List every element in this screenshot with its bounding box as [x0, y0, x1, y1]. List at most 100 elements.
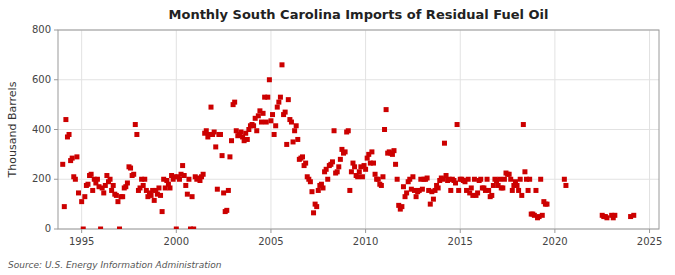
point [544, 202, 549, 207]
point [410, 174, 415, 179]
point [425, 176, 430, 181]
point [355, 174, 360, 179]
point [177, 177, 182, 182]
point [563, 183, 568, 188]
tick-x [176, 229, 177, 233]
point [111, 183, 116, 188]
point [128, 166, 133, 171]
point [232, 100, 237, 105]
point [186, 177, 191, 182]
point [70, 156, 75, 161]
point [336, 164, 341, 169]
point [76, 190, 81, 195]
point [284, 142, 289, 147]
point [134, 132, 139, 137]
point [131, 172, 136, 177]
point [215, 187, 220, 192]
point [347, 188, 352, 193]
tick-label-y: 800 [32, 24, 51, 35]
point [201, 172, 206, 177]
point [485, 177, 490, 182]
axis-label-y: Thousand Barrels [6, 81, 19, 178]
point [303, 161, 308, 166]
point [519, 193, 524, 198]
point [276, 100, 281, 105]
point [391, 148, 396, 153]
point [308, 179, 313, 184]
tick-label-y: 200 [32, 173, 51, 184]
point [472, 177, 477, 182]
point [213, 144, 218, 149]
point [538, 177, 543, 182]
point [108, 177, 113, 182]
tick-label-x: 2015 [448, 236, 473, 247]
point [401, 184, 406, 189]
point [149, 193, 154, 198]
grid-line-y [58, 79, 659, 80]
point [510, 188, 515, 193]
point [272, 132, 277, 137]
point [475, 190, 480, 195]
point [292, 128, 297, 133]
point [335, 169, 340, 174]
tick-label-y: 400 [32, 124, 51, 135]
point [500, 185, 505, 190]
point [352, 164, 357, 169]
point [371, 161, 376, 166]
point [224, 208, 229, 213]
point [227, 154, 232, 159]
point [251, 123, 256, 128]
point [220, 153, 225, 158]
point [489, 193, 494, 198]
point [141, 183, 146, 188]
point [63, 117, 68, 122]
point [264, 120, 269, 125]
point [404, 190, 409, 195]
tick-label-x: 2000 [164, 236, 189, 247]
point [311, 210, 316, 215]
point [278, 95, 283, 100]
grid-line-x [649, 30, 650, 229]
axes: 0200400600800199520002005201020152020202… [32, 24, 662, 247]
point [507, 172, 512, 177]
point [160, 209, 165, 214]
tick-label-x: 2020 [542, 236, 567, 247]
point [522, 169, 527, 174]
grid-line-x [365, 30, 366, 229]
tick-y [54, 79, 58, 80]
point [294, 123, 299, 128]
point [283, 110, 288, 115]
tick-label-y: 0 [45, 223, 51, 234]
point [300, 154, 305, 159]
point [115, 199, 120, 204]
point [631, 213, 636, 218]
point [98, 227, 103, 230]
point [256, 113, 261, 118]
point [133, 122, 138, 127]
point [174, 227, 179, 230]
point [376, 177, 381, 182]
point [125, 180, 130, 185]
point [67, 132, 72, 137]
point [185, 192, 190, 197]
point [369, 149, 374, 154]
point [330, 159, 335, 164]
point [533, 188, 538, 193]
point [508, 177, 513, 182]
point [270, 112, 275, 117]
point [82, 194, 87, 199]
point [448, 188, 453, 193]
point [332, 128, 337, 133]
point [238, 129, 243, 134]
tick-y [54, 229, 58, 230]
point [491, 183, 496, 188]
point [117, 227, 122, 230]
point [420, 187, 425, 192]
point [518, 177, 523, 182]
point [62, 204, 67, 209]
point [357, 169, 362, 174]
point [73, 177, 78, 182]
point [114, 193, 119, 198]
point [89, 172, 94, 177]
chart: 0200400600800199520002005201020152020202… [0, 0, 675, 275]
